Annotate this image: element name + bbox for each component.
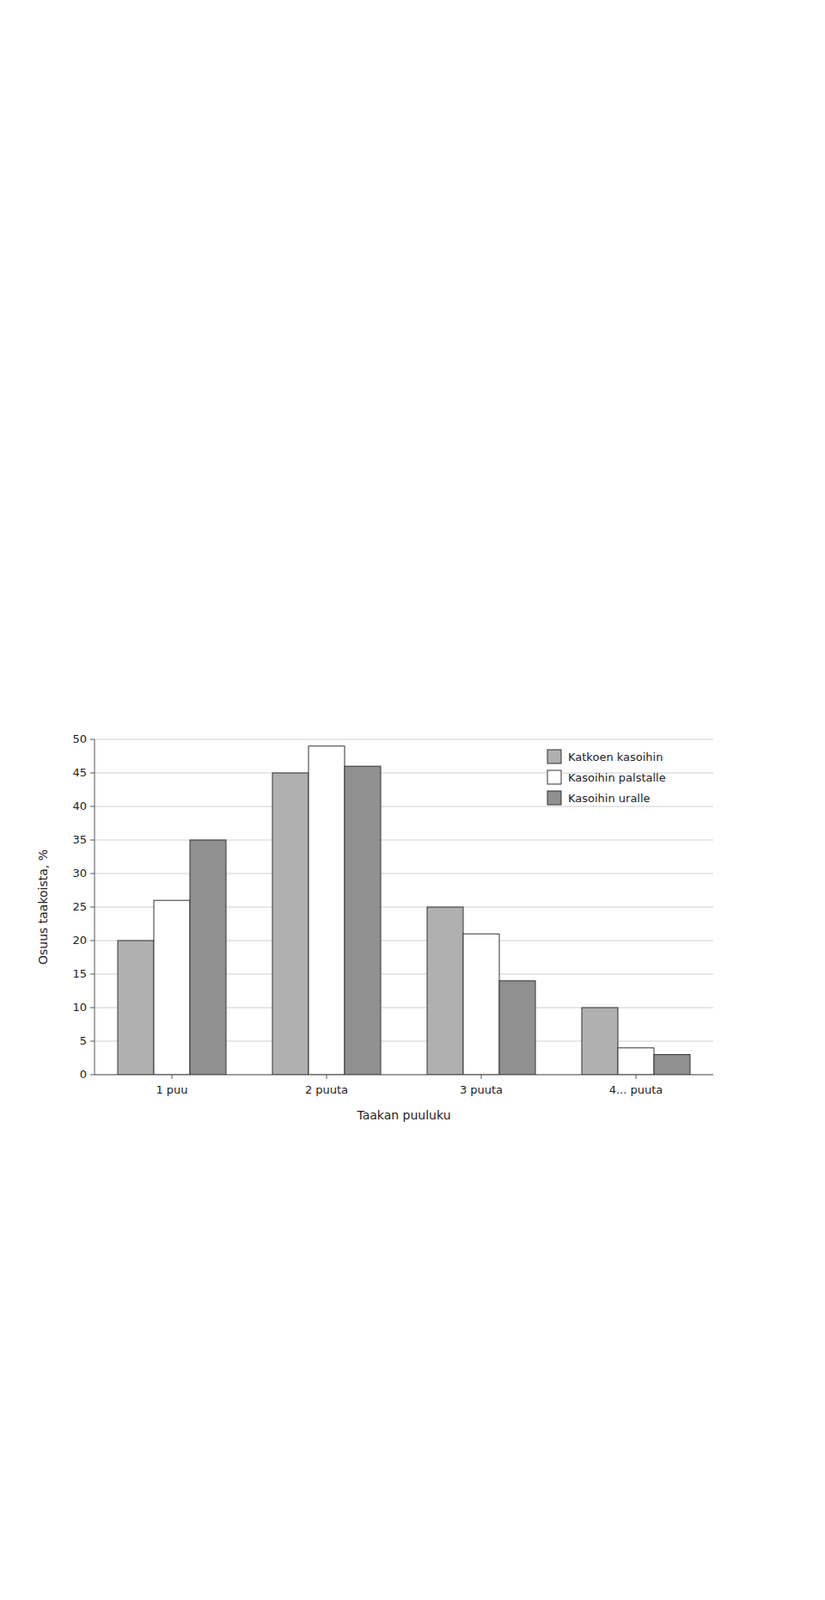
x-tick-label: 3 puuta <box>459 1082 503 1096</box>
bar <box>153 899 190 1075</box>
bar <box>308 745 345 1075</box>
y-tick-label: 10 <box>72 1000 87 1014</box>
axes: 1 puu 2 puuta 3 puuta 4... puuta <box>94 739 714 1096</box>
grid-line <box>94 1074 714 1076</box>
bar <box>499 980 536 1075</box>
y-tick <box>90 1074 95 1076</box>
x-tick <box>635 1074 637 1079</box>
y-tick <box>90 940 95 942</box>
y-tick <box>90 772 95 774</box>
bar <box>581 1007 618 1075</box>
grid-line <box>94 739 714 740</box>
x-tick <box>326 1074 328 1079</box>
y-tick <box>90 873 95 874</box>
legend: Katkoen kasoihin Kasoihin palstalle Kasoih… <box>547 749 667 805</box>
bar <box>272 772 309 1075</box>
y-tick <box>90 739 95 740</box>
grid-line <box>94 873 714 874</box>
legend-label: Katkoen kasoihin <box>568 750 663 764</box>
legend-label: Kasoihin uralle <box>568 791 651 805</box>
y-axis: 0 5 10 15 20 25 30 35 40 45 50 <box>72 732 95 1081</box>
legend-swatch <box>547 770 562 784</box>
y-axis-label: Osuus taakoista, % <box>36 849 50 965</box>
bar <box>653 1054 691 1075</box>
x-axis-label: Taakan puuluku <box>355 1107 451 1122</box>
y-tick-label: 5 <box>79 1033 87 1047</box>
bars <box>117 745 691 1075</box>
y-tick-label: 40 <box>72 799 87 813</box>
grid <box>94 739 714 1075</box>
y-tick-label: 50 <box>72 732 87 746</box>
y-tick <box>90 1040 95 1042</box>
y-tick-label: 35 <box>72 832 87 846</box>
legend-swatch <box>547 790 562 805</box>
legend-swatch <box>547 749 562 764</box>
y-tick <box>90 839 95 841</box>
grid-line <box>94 839 714 841</box>
bar <box>189 839 227 1075</box>
bar <box>117 940 154 1075</box>
x-tick <box>171 1074 173 1079</box>
x-tick-label: 1 puu <box>155 1082 188 1096</box>
bar <box>427 906 464 1075</box>
chart: 0 5 10 15 20 25 30 35 40 45 50 1 puu 2 puuta 3 puuta 4… <box>0 0 825 1600</box>
bar <box>463 933 500 1075</box>
chart-container: 0 5 10 15 20 25 30 35 40 45 50 1 puu 2 puuta 3 puuta 4… <box>0 0 825 1600</box>
x-tick-label: 2 puuta <box>305 1082 349 1096</box>
y-tick-label: 25 <box>72 899 87 913</box>
x-tick-label: 4... puuta <box>609 1082 664 1096</box>
y-tick-label: 20 <box>72 933 87 947</box>
bar <box>617 1047 654 1075</box>
y-tick-label: 15 <box>72 966 87 980</box>
y-tick-label: 30 <box>72 866 87 880</box>
y-tick-label: 0 <box>79 1067 87 1081</box>
y-tick <box>90 806 95 807</box>
y-tick <box>90 973 95 975</box>
bar <box>344 765 381 1075</box>
x-tick <box>481 1074 483 1079</box>
grid-line <box>94 806 714 807</box>
y-axis-line <box>94 739 96 1075</box>
x-axis-line <box>94 1074 714 1076</box>
y-tick <box>90 906 95 908</box>
y-tick-label: 45 <box>72 765 87 779</box>
y-tick <box>90 1007 95 1009</box>
legend-label: Kasoihin palstalle <box>568 770 667 784</box>
